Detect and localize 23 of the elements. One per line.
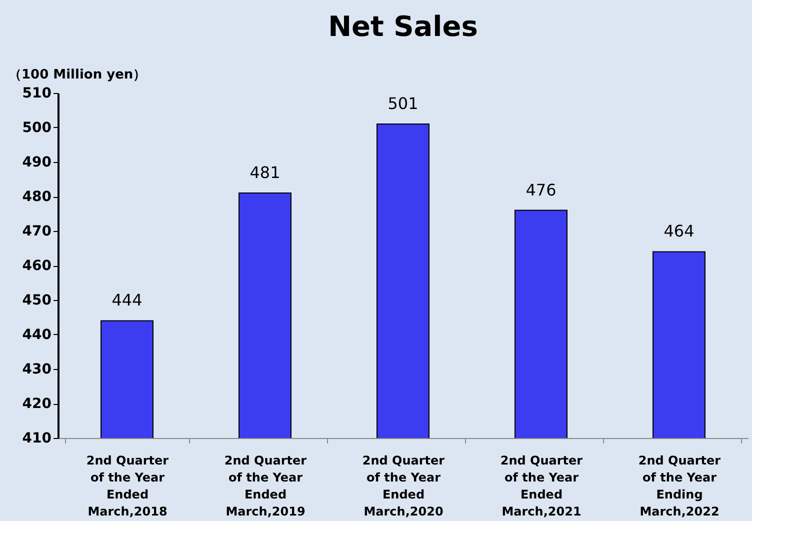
y-tick-label: 440 xyxy=(22,327,52,343)
y-tick-label: 510 xyxy=(22,86,52,102)
y-tick-label: 410 xyxy=(22,430,52,446)
y-tick-label: 490 xyxy=(22,154,52,170)
data-label: 464 xyxy=(664,222,694,241)
data-label: 476 xyxy=(526,180,556,200)
x-tick-label: 2nd Quarter of the Year Ended March,2018 xyxy=(86,454,169,518)
y-tick-label: 450 xyxy=(22,292,52,308)
x-tick-label: 2nd Quarter of the Year Ended March,2019 xyxy=(224,454,307,518)
x-tick-label: 2nd Quarter of the Year Ending March,2022 xyxy=(638,454,721,518)
y-axis-title: （100 Million yen） xyxy=(8,68,146,82)
data-label: 444 xyxy=(112,290,142,310)
x-tick-label: 2nd Quarter of the Year Ended March,2020 xyxy=(362,454,445,518)
data-label: 501 xyxy=(388,94,418,114)
data-label: 481 xyxy=(250,163,280,182)
y-tick-label: 470 xyxy=(22,224,52,240)
y-tick-label: 500 xyxy=(22,120,52,136)
x-tick-label: 2nd Quarter of the Year Ended March,2021 xyxy=(500,454,583,518)
chart-title: Net Sales xyxy=(328,10,478,43)
y-tick-label: 480 xyxy=(22,189,52,205)
y-tick-label: 430 xyxy=(22,362,52,378)
y-tick-label: 420 xyxy=(22,396,52,412)
y-tick-label: 460 xyxy=(22,258,52,274)
